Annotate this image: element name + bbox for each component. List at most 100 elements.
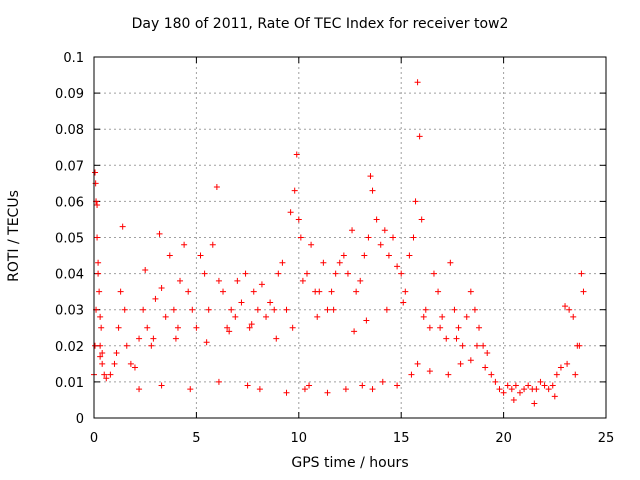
data-point (96, 288, 103, 295)
data-point (385, 252, 392, 259)
data-point (283, 306, 290, 313)
data-point (113, 350, 120, 357)
data-point (473, 342, 480, 349)
data-point (177, 277, 184, 284)
data-point (209, 241, 216, 248)
data-point (512, 382, 519, 389)
data-point (258, 281, 265, 288)
data-point (142, 266, 149, 273)
data-point (414, 360, 421, 367)
data-point (463, 313, 470, 320)
data-point (254, 306, 261, 313)
data-point (439, 313, 446, 320)
data-point (521, 386, 528, 393)
x-tick-label: 10 (291, 431, 308, 446)
data-point (238, 299, 245, 306)
data-point (144, 324, 151, 331)
y-tick-label: 0.04 (55, 268, 84, 283)
data-point (127, 360, 134, 367)
data-point (92, 342, 99, 349)
data-point (174, 324, 181, 331)
data-point (390, 234, 397, 241)
y-tick-label: 0.02 (55, 340, 84, 355)
data-point (293, 151, 300, 158)
data-point (246, 324, 253, 331)
data-point (357, 277, 364, 284)
data-point (510, 396, 517, 403)
x-tick-label: 25 (598, 431, 615, 446)
data-point (242, 270, 249, 277)
data-point (480, 342, 487, 349)
data-point (289, 324, 296, 331)
grid-layer (94, 57, 606, 418)
data-point (379, 378, 386, 385)
data-point (275, 270, 282, 277)
data-point (111, 360, 118, 367)
data-point (291, 187, 298, 194)
data-point (455, 324, 462, 331)
x-tick-label: 15 (393, 431, 410, 446)
data-point (295, 216, 302, 223)
data-point (344, 270, 351, 277)
data-point (336, 259, 343, 266)
data-point (381, 227, 388, 234)
data-point (545, 386, 552, 393)
data-point (248, 321, 255, 328)
x-tick-label: 5 (192, 431, 200, 446)
data-point (541, 382, 548, 389)
data-point (572, 371, 579, 378)
chart-title: Day 180 of 2011, Rate Of TEC Index for r… (131, 16, 509, 32)
data-point (578, 270, 585, 277)
data-point (94, 234, 101, 241)
x-axis-label: GPS time / hours (291, 455, 409, 471)
data-point (203, 339, 210, 346)
data-point (297, 234, 304, 241)
data-point (340, 252, 347, 259)
data-point (115, 324, 122, 331)
data-point (306, 382, 313, 389)
data-point (308, 241, 315, 248)
data-point (410, 234, 417, 241)
data-point (103, 375, 110, 382)
data-point (330, 306, 337, 313)
data-point (95, 270, 102, 277)
data-point (467, 357, 474, 364)
data-point (549, 382, 556, 389)
data-point (365, 234, 372, 241)
data-point (377, 241, 384, 248)
data-point (531, 400, 538, 407)
data-point (324, 306, 331, 313)
data-point (187, 386, 194, 393)
data-point (97, 353, 104, 360)
data-point (162, 313, 169, 320)
data-point (492, 378, 499, 385)
data-point (496, 386, 503, 393)
data-point (150, 335, 157, 342)
data-point (97, 342, 104, 349)
data-point (121, 306, 128, 313)
data-point (400, 299, 407, 306)
y-tick-label: 0.06 (55, 195, 84, 210)
data-point (158, 382, 165, 389)
x-tick-label: 20 (495, 431, 512, 446)
data-point (107, 371, 114, 378)
data-point (353, 288, 360, 295)
y-tick-label: 0.1 (63, 51, 84, 66)
y-tick-label: 0.01 (55, 376, 84, 391)
data-point (324, 389, 331, 396)
data-point (457, 360, 464, 367)
data-point (467, 288, 474, 295)
data-point (220, 288, 227, 295)
data-point (580, 288, 587, 295)
plot-frame (93, 56, 607, 419)
y-tick-label: 0 (76, 412, 84, 427)
data-point (402, 288, 409, 295)
data-markers (91, 79, 587, 407)
data-point (459, 342, 466, 349)
data-point (342, 386, 349, 393)
data-point (201, 270, 208, 277)
data-point (181, 241, 188, 248)
data-point (316, 288, 323, 295)
